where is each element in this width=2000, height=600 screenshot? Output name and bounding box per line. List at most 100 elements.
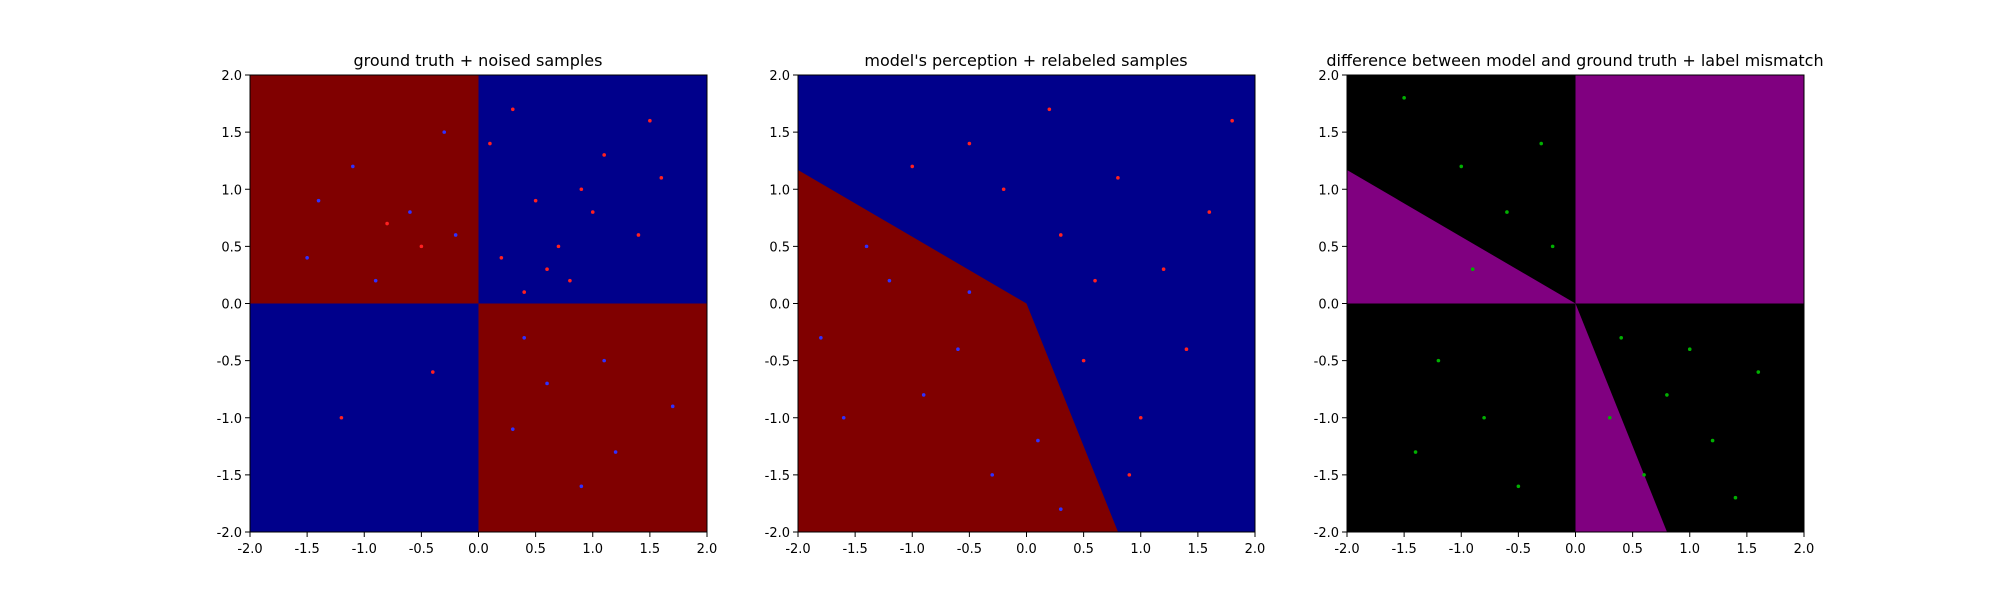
x-tick-label: 1.5 xyxy=(1188,542,1209,557)
x-tick-label: 1.5 xyxy=(1737,542,1758,557)
data-point xyxy=(887,278,892,283)
y-tick-label: 0.5 xyxy=(221,240,242,255)
panel-3-y-ticks: -2.0 -1.5 -1.0 -0.5 0.0 0.5 1.0 1.5 2.0 xyxy=(1314,69,1347,541)
data-point xyxy=(1607,415,1612,420)
data-point xyxy=(1047,107,1052,112)
data-point xyxy=(351,164,355,169)
y-tick-label: 1.5 xyxy=(769,126,790,141)
data-point xyxy=(602,358,606,363)
x-tick-label: 2.0 xyxy=(697,542,718,557)
x-tick-label: 1.0 xyxy=(1679,542,1700,557)
data-point xyxy=(990,473,995,477)
data-point xyxy=(499,256,504,260)
x-tick-label: 0.5 xyxy=(1073,542,1094,557)
region-red-bottom-right xyxy=(478,303,707,532)
x-tick-label: 0.0 xyxy=(1016,542,1037,557)
panel-2-plot-area xyxy=(798,75,1255,532)
data-point xyxy=(556,244,561,249)
region-red-top-left xyxy=(250,75,479,304)
data-point xyxy=(373,278,378,283)
data-point xyxy=(1161,267,1166,272)
panel-3-plot-area xyxy=(1347,75,1804,532)
data-point xyxy=(1539,141,1544,146)
y-tick-label: -2.0 xyxy=(1314,526,1339,541)
y-tick-label: 1.0 xyxy=(769,183,790,198)
data-point xyxy=(659,176,664,180)
x-tick-label: 0.0 xyxy=(1565,542,1586,557)
x-tick-label: -2.0 xyxy=(1334,542,1359,557)
data-point xyxy=(670,404,675,409)
x-tick-label: 2.0 xyxy=(1245,542,1266,557)
data-point xyxy=(1710,438,1715,443)
data-point xyxy=(1127,473,1132,477)
data-point xyxy=(602,153,606,157)
data-point xyxy=(1138,415,1143,420)
data-point xyxy=(1402,96,1406,100)
data-point xyxy=(488,141,492,146)
y-tick-label: 0.0 xyxy=(221,298,242,313)
data-point xyxy=(1505,210,1509,214)
panel-3-title: difference between model and ground trut… xyxy=(1326,51,1823,70)
x-tick-label: -1.0 xyxy=(352,542,377,557)
y-tick-label: 2.0 xyxy=(221,69,242,84)
data-point xyxy=(579,187,584,192)
data-point xyxy=(442,130,447,134)
data-point xyxy=(1230,118,1234,123)
data-point xyxy=(1482,415,1486,420)
data-point xyxy=(1184,347,1189,352)
y-tick-label: 1.5 xyxy=(221,126,242,141)
data-point xyxy=(419,244,424,249)
y-tick-label: 0.5 xyxy=(1318,240,1339,255)
y-tick-label: 0.0 xyxy=(1318,298,1339,313)
panel-2-title: model's perception + relabeled samples xyxy=(864,51,1187,70)
x-tick-label: 1.0 xyxy=(1130,542,1151,557)
y-tick-label: 1.5 xyxy=(1318,126,1339,141)
panel-3: difference between model and ground trut… xyxy=(1314,51,1824,557)
y-tick-label: 1.0 xyxy=(1318,183,1339,198)
data-point xyxy=(1665,393,1669,397)
panel-2-points xyxy=(819,107,1234,511)
x-tick-label: -2.0 xyxy=(785,542,810,557)
data-point xyxy=(636,233,641,237)
data-point xyxy=(316,198,321,203)
y-tick-label: -2.0 xyxy=(217,526,242,541)
panel-3-points xyxy=(1402,96,1761,500)
y-tick-label: -1.5 xyxy=(1314,469,1339,484)
data-point xyxy=(1516,484,1521,489)
y-tick-label: -1.0 xyxy=(765,412,790,427)
data-point xyxy=(1036,438,1040,443)
panel-3-x-ticks: -2.0 -1.5 -1.0 -0.5 0.0 0.5 1.0 1.5 2.0 xyxy=(1334,532,1814,557)
data-point xyxy=(510,427,515,431)
y-tick-label: -2.0 xyxy=(765,526,790,541)
data-point xyxy=(1619,335,1623,340)
data-point xyxy=(1058,507,1063,511)
panel-1-x-ticks: -2.0 -1.5 -1.0 -0.5 0.0 0.5 1.0 1.5 2.0 xyxy=(237,532,717,557)
y-tick-label: 2.0 xyxy=(769,69,790,84)
data-point xyxy=(522,335,526,340)
panel-2-y-ticks: -2.0 -1.5 -1.0 -0.5 0.0 0.5 1.0 1.5 2.0 xyxy=(765,69,798,541)
x-tick-label: -0.5 xyxy=(957,542,982,557)
data-point xyxy=(1116,176,1120,180)
x-tick-label: -0.5 xyxy=(409,542,434,557)
x-tick-label: -1.5 xyxy=(294,542,319,557)
x-tick-label: 2.0 xyxy=(1794,542,1815,557)
x-tick-label: -1.5 xyxy=(1391,542,1416,557)
x-tick-label: -1.0 xyxy=(900,542,925,557)
x-tick-label: 0.5 xyxy=(1622,542,1643,557)
y-tick-label: -0.5 xyxy=(217,355,242,370)
data-point xyxy=(385,221,389,226)
data-point xyxy=(1058,233,1063,237)
x-tick-label: -0.5 xyxy=(1506,542,1531,557)
data-point xyxy=(1093,278,1097,283)
data-point xyxy=(864,244,869,249)
data-point xyxy=(1550,244,1555,249)
panel-2: model's perception + relabeled samples -… xyxy=(765,51,1266,557)
y-tick-label: 1.0 xyxy=(221,183,242,198)
data-point xyxy=(533,198,538,203)
x-tick-label: -1.5 xyxy=(842,542,867,557)
x-tick-label: -2.0 xyxy=(237,542,262,557)
y-tick-label: 2.0 xyxy=(1318,69,1339,84)
data-point xyxy=(431,370,435,374)
region-mismatch-left-wedge xyxy=(1347,170,1576,304)
